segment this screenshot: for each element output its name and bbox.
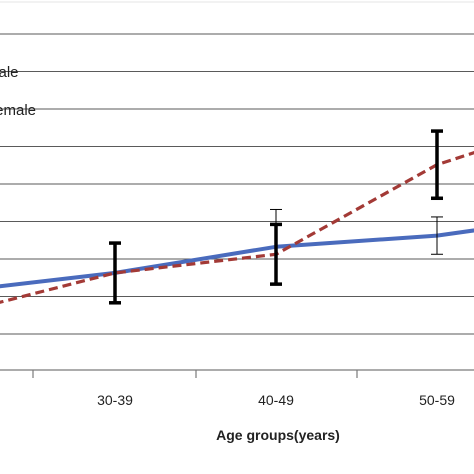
x-tick-label: 40-49 [258,392,294,408]
series-line-female [0,150,474,304]
gridlines [0,1,474,335]
error-bars [109,129,443,305]
x-tick-label: 50-59 [419,392,455,408]
x-axis: 30-39 40-49 50-59 [0,369,474,408]
series-lines [0,150,474,304]
x-tick-label: 30-39 [97,392,133,408]
legend-female-label: Female [0,102,36,119]
legend-male-label: Male [0,64,19,81]
series-line-male [0,228,474,289]
x-axis-title: Age groups(years) [216,427,340,443]
